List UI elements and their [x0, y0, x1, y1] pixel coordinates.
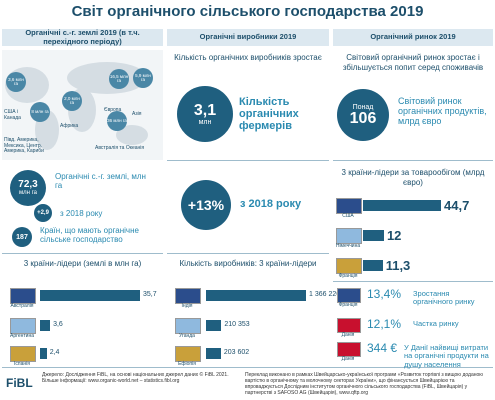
country-name: Аргентина: [10, 333, 34, 339]
bar: [40, 348, 47, 359]
region-name: Європа: [104, 107, 122, 113]
flag: [10, 346, 36, 362]
fact-label: Зростання органічного ринку: [413, 289, 475, 307]
stat-value: 3,1: [193, 101, 217, 119]
section-heading: Органічні виробники 2019: [167, 29, 329, 46]
chart-title: 3 країни-лідери (землі в млн га): [23, 259, 142, 268]
flag: [337, 318, 361, 333]
flag: [175, 346, 201, 362]
bar: [40, 290, 140, 301]
fact-value: 12,1%: [367, 317, 402, 331]
flag: [10, 288, 36, 304]
country-name: Франція: [338, 273, 358, 279]
region-name: Африка: [60, 123, 79, 129]
value-label: 203 602: [223, 349, 250, 356]
country-name: Данія: [341, 332, 355, 338]
region-bubble: 16,5 млн га: [109, 69, 129, 89]
country-name: Ефіопія: [178, 361, 196, 367]
divider: [2, 253, 163, 254]
stat-unit: млн га: [19, 190, 37, 196]
fact-value: 13,4%: [367, 287, 402, 301]
stat-label: Органічні с.-г. землі, млн га: [55, 172, 146, 190]
bar: [206, 348, 221, 359]
country-name: Німеччина: [335, 243, 361, 249]
stat-circle: 3,1 млн: [177, 86, 233, 142]
flag: [337, 288, 361, 303]
region-bubble: 8 млн га: [30, 102, 50, 122]
growth-circle: +13%: [181, 180, 231, 230]
divider: [167, 253, 329, 254]
stat-value: 72,3: [18, 179, 38, 190]
fact-label: Частка ринку: [413, 319, 459, 328]
country-name: Франція: [338, 302, 358, 308]
region-bubble: 3,6 млн га: [6, 72, 26, 92]
section-heading: Органічні с.-г. землі 2019 (в т.ч. перех…: [2, 29, 163, 46]
divider: [333, 281, 493, 282]
region-name: Австралія та Океанія: [95, 145, 145, 151]
intro: Кількість органічних виробників зростає: [174, 53, 322, 62]
bar: [363, 200, 441, 211]
credit: Переклад виконано в рамках Швейцарсько-у…: [245, 372, 484, 396]
value-label: 11,3: [385, 258, 411, 273]
region-name: Півд. Америка, Мексика, Центр. Америка, …: [4, 137, 44, 154]
value-label: 1 366 226: [309, 291, 341, 298]
region-bubble: 5,9 млн га: [133, 68, 153, 88]
value-label: 44,7: [444, 198, 470, 213]
region-name: США і Канада: [4, 109, 21, 121]
countries-circle: 187: [12, 227, 32, 247]
bar: [363, 260, 383, 271]
region-bubble: 36 млн га: [107, 111, 127, 131]
intro: Світовий органічний ринок зростає і збіл…: [342, 53, 484, 72]
bar: [363, 230, 384, 241]
countries-label: Країн, що мають органічне сільське госпо…: [40, 226, 139, 244]
divider: [333, 160, 493, 161]
section-heading: Органічний ринок 2019: [333, 29, 493, 46]
country-name: Іспанія: [14, 361, 30, 367]
stat-label: Кількість органічних фермерів: [239, 96, 299, 133]
bar: [206, 290, 306, 301]
value-label: 210 353: [224, 321, 250, 328]
growth-circle: +2,9: [34, 204, 52, 222]
stat-circle: 72,3 млн га: [10, 170, 46, 206]
title: Світ органічного сільського господарства…: [71, 3, 424, 20]
divider: [167, 160, 329, 161]
continent: [67, 62, 147, 94]
stat-unit: млн: [198, 118, 212, 126]
country-name: Індія: [181, 303, 193, 309]
region-bubble: 2,0 млн га: [62, 91, 82, 111]
logo: FiBL: [6, 376, 33, 390]
fact-label: У Данії найвищі витрати на органічні про…: [404, 343, 489, 369]
growth-label: з 2018 року: [60, 209, 103, 218]
value-label: 35,7: [143, 291, 157, 298]
bar: [206, 320, 222, 331]
value-label: 3,6: [53, 321, 63, 328]
stat-circle: Понад 106: [337, 89, 389, 141]
value-label: 2,4: [49, 349, 60, 356]
flag: [336, 228, 362, 244]
value-label: 12: [386, 228, 402, 243]
chart-title: 3 країни-лідери за товарообігом (млрд єв…: [341, 168, 485, 187]
country-name: США: [342, 213, 354, 219]
flag: [175, 288, 201, 304]
country-name: Уганда: [179, 333, 195, 339]
flag: [336, 258, 362, 274]
source: Джерело: Дослідження FiBL, на основі нац…: [42, 372, 229, 384]
growth-label: з 2018 року: [240, 198, 302, 210]
flag: [336, 198, 362, 214]
continent: [116, 125, 148, 145]
region-name: Азія: [132, 111, 142, 117]
flag: [10, 318, 36, 334]
divider: [2, 367, 493, 368]
country-name: Данія: [341, 356, 355, 362]
stat-value: 106: [349, 109, 377, 127]
stat-prefix: Понад: [352, 103, 374, 111]
bar: [40, 320, 51, 331]
country-name: Австралія: [10, 303, 34, 309]
chart-title: Кількість виробників: 3 країни-лідери: [179, 259, 317, 268]
flag: [175, 318, 201, 334]
fact-value: 344 €: [367, 341, 398, 355]
flag: [337, 342, 361, 357]
stat-label: Світовий ринок органічних продуктів, млр…: [398, 96, 487, 126]
